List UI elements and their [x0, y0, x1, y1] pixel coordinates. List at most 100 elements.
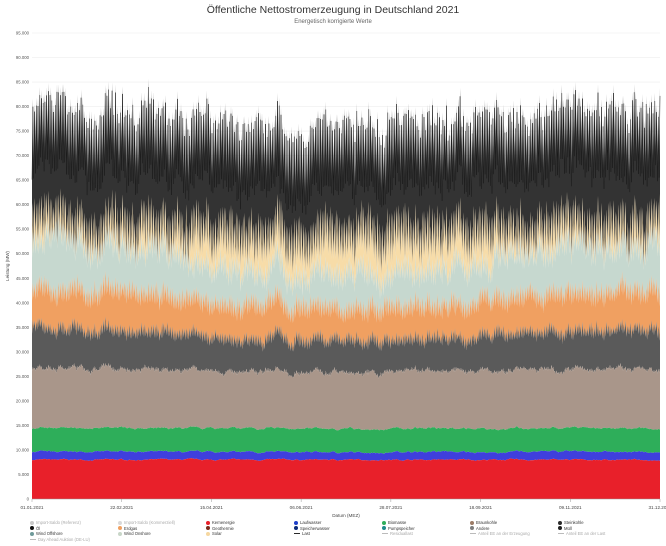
chart-title: Öffentliche Nettostromerzeugung in Deuts… — [206, 4, 460, 16]
legend-item[interactable]: Biomasse — [382, 520, 406, 525]
legend-label: Kernenergie — [212, 520, 235, 525]
legend-swatch — [558, 533, 564, 535]
y-tick-label: 85.000 — [16, 80, 30, 85]
y-tick-label: 20.000 — [16, 398, 30, 403]
y-tick-label: 40.000 — [16, 300, 30, 305]
legend-label: Erdgas — [124, 525, 138, 531]
legend-swatch — [294, 520, 298, 525]
legend-item[interactable]: Steinkohle — [558, 520, 584, 525]
x-tick-label: 09.11.2021 — [559, 505, 582, 510]
legend-item[interactable]: Erdgas — [118, 526, 137, 531]
legend-item[interactable]: Öl — [30, 526, 40, 531]
legend-label: Wind Onshore — [124, 531, 151, 536]
area-kernenergie — [32, 458, 660, 499]
chart-subtitle: Energetisch korrigierte Werte — [294, 19, 372, 25]
y-tick-label: 10.000 — [16, 447, 30, 452]
legend-swatch — [206, 526, 210, 531]
y-tick-label: 45.000 — [16, 276, 30, 281]
legend-label: Last — [302, 531, 310, 536]
x-tick-label: 22.02.2021 — [110, 505, 133, 510]
y-tick-label: 30.000 — [16, 349, 30, 354]
y-tick-label: 35.000 — [16, 325, 30, 330]
y-tick-label: 60.000 — [16, 202, 30, 207]
y-tick-label: 90.000 — [16, 55, 30, 60]
legend-label: Pumpspeicher — [388, 525, 415, 531]
legend-label: Import-Saldo (Referenz) — [36, 520, 81, 525]
legend-label: Anteil EE an der Last — [566, 531, 606, 536]
legend-swatch — [118, 520, 122, 525]
area-steinkohle — [32, 316, 660, 379]
x-tick-label: 01.01.2021 — [21, 505, 44, 510]
y-tick-label: 25.000 — [16, 374, 30, 379]
legend-swatch — [470, 526, 474, 531]
legend-item[interactable]: Laufwasser — [294, 520, 321, 525]
legend-swatch — [294, 533, 300, 535]
legend-swatch — [382, 520, 386, 525]
x-tick-label: 31.12.2021 — [649, 505, 666, 510]
y-tick-label: 65.000 — [16, 178, 30, 183]
legend-item[interactable]: Import-Saldo (Kommerziell) — [118, 520, 175, 525]
area-erdgas — [32, 270, 660, 352]
legend-swatch — [30, 526, 34, 531]
legend-swatch — [118, 531, 122, 536]
legend-swatch — [470, 520, 474, 525]
legend-label: Laufwasser — [300, 520, 322, 525]
legend-item[interactable]: Geothermie — [206, 526, 234, 531]
area-laufwasser — [32, 450, 660, 461]
plot-area: 0 5.000 10.000 15.000 20.000 25.000 30.000 35.0… — [5, 31, 666, 519]
y-tick-label: 15.000 — [16, 423, 30, 428]
y-tick-label: 70.000 — [16, 153, 30, 158]
legend-item[interactable]: Andere — [470, 526, 490, 531]
y-tick-label: 95.000 — [16, 31, 30, 36]
legend-item[interactable]: Anteil EE an der Erzeugung — [470, 531, 530, 536]
legend-item[interactable]: Wind Onshore — [118, 531, 151, 536]
y-tick-label: 75.000 — [16, 129, 30, 134]
y-tick-label: 5.000 — [18, 472, 29, 477]
legend-item[interactable]: Import-Saldo (Referenz) — [30, 520, 81, 525]
legend-label: Steinkohle — [564, 520, 584, 525]
area-braunkohle — [32, 362, 660, 431]
legend-label: Anteil EE an der Erzeugung — [478, 531, 530, 536]
legend-swatch — [118, 526, 122, 531]
y-tick-label: 80.000 — [16, 104, 30, 109]
legend-label: Andere — [476, 525, 490, 531]
legend-item[interactable]: Braunkohle — [470, 520, 497, 525]
y-tick-label: 55.000 — [16, 227, 30, 232]
legend-swatch — [30, 531, 34, 536]
legend-item[interactable]: Last — [294, 531, 310, 536]
legend-swatch — [30, 520, 34, 525]
legend-swatch — [30, 538, 36, 540]
legend-item[interactable]: Kernenergie — [206, 520, 235, 525]
legend-label: Solar — [212, 531, 222, 536]
x-tick-label: 18.09.2021 — [469, 505, 492, 510]
legend-item[interactable]: Müll — [558, 526, 572, 531]
x-tick-label: 15.04.2021 — [200, 505, 223, 510]
legend-label: Öl — [36, 525, 41, 531]
legend-swatch — [206, 520, 210, 525]
legend-swatch — [382, 526, 386, 531]
legend-item[interactable]: Speicherwasser — [294, 526, 330, 531]
legend-swatch — [470, 533, 476, 535]
legend-item[interactable]: Day Ahead Auktion (DE-LU) — [30, 537, 90, 542]
legend-label: Biomasse — [388, 520, 407, 525]
x-tick-label: 28.07.2021 — [379, 505, 402, 510]
legend-item[interactable]: Solar — [206, 531, 222, 536]
legend-swatch — [558, 526, 562, 531]
legend-item[interactable]: Anteil EE an der Last — [558, 531, 605, 536]
legend-label: Müll — [564, 525, 572, 531]
area-wind-onshore — [32, 217, 660, 324]
legend-item[interactable]: Wind Offshore — [30, 531, 63, 536]
legend-label: Wind Offshore — [36, 531, 63, 536]
series-line-last — [31, 87, 661, 215]
legend-label: Day Ahead Auktion (DE-LU) — [38, 536, 90, 542]
area-solar — [32, 188, 660, 300]
legend-swatch — [294, 526, 298, 531]
area-biomasse — [32, 426, 660, 454]
legend-swatch — [206, 531, 210, 536]
legend-item[interactable]: Residuallast — [382, 531, 413, 536]
legend-swatch — [558, 520, 562, 525]
legend-label: Speicherwasser — [300, 525, 330, 531]
legend-item[interactable]: Pumpspeicher — [382, 526, 415, 531]
y-tick-label: 0 — [27, 497, 30, 502]
x-tick-label: 06.06.2021 — [290, 505, 313, 510]
